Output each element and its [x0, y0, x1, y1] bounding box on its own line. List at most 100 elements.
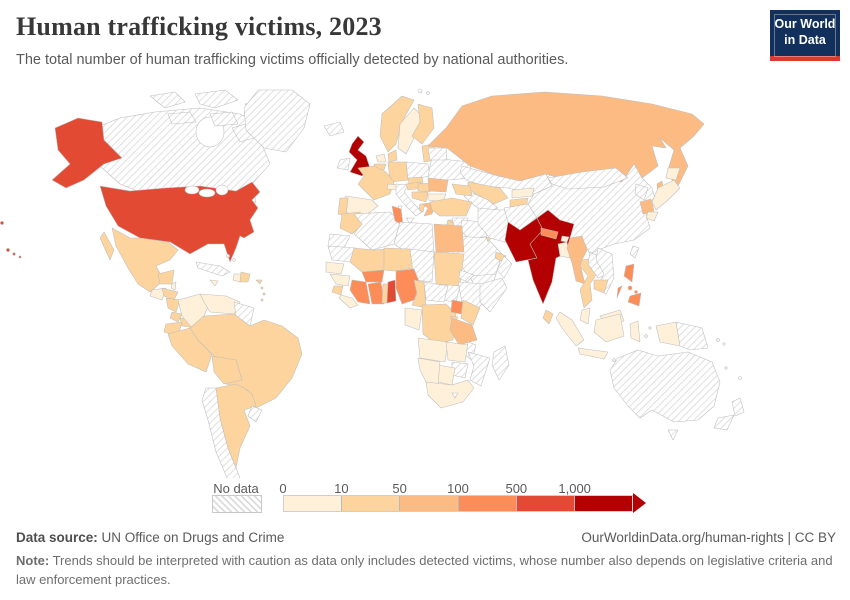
country-guatemala[interactable] — [149, 287, 167, 301]
country-mozambique[interactable] — [467, 351, 491, 387]
country-botswana[interactable] — [437, 364, 456, 386]
country-mexico-yucatan[interactable] — [157, 269, 175, 285]
country-libya[interactable] — [393, 221, 435, 253]
country-kuwait[interactable] — [485, 236, 492, 243]
country-north-korea[interactable] — [634, 183, 649, 201]
country-philippines-mindanao[interactable] — [627, 292, 642, 307]
country-new-zealand-north[interactable] — [731, 397, 745, 417]
country-germany[interactable] — [387, 161, 409, 183]
country-pacific-islands[interactable] — [722, 342, 726, 346]
country-indonesia-lesser-sunda[interactable] — [612, 358, 616, 362]
country-philippines-visayas[interactable] — [627, 285, 633, 291]
country-indonesia-java[interactable] — [577, 347, 609, 360]
country-kyrgyzstan[interactable] — [511, 187, 535, 199]
country-benin[interactable] — [386, 279, 397, 304]
country-sierra-leone[interactable] — [331, 285, 344, 296]
country-usa-hawaii[interactable] — [12, 252, 16, 256]
country-dominican-republic[interactable] — [239, 271, 251, 283]
country-japan-hokkaido[interactable] — [665, 167, 681, 181]
country-angola[interactable] — [417, 337, 449, 363]
country-india[interactable] — [527, 209, 579, 305]
country-haiti[interactable] — [232, 273, 242, 283]
country-australia-tasmania[interactable] — [667, 429, 679, 441]
country-zambia[interactable] — [445, 341, 469, 363]
country-ghana[interactable] — [367, 281, 385, 305]
country-western-sahara[interactable] — [327, 233, 351, 249]
country-pacific-islands[interactable] — [724, 366, 728, 370]
country-kenya[interactable] — [460, 299, 481, 326]
country-canada-island[interactable] — [194, 89, 239, 109]
country-mali[interactable] — [349, 247, 389, 273]
country-caucasus[interactable] — [451, 183, 473, 197]
country-oman[interactable] — [496, 255, 513, 279]
country-liberia[interactable] — [338, 294, 359, 309]
country-cambodia[interactable] — [593, 279, 609, 294]
country-indonesia-maluku[interactable] — [644, 334, 648, 338]
legend-color-bar[interactable] — [283, 495, 633, 512]
country-namibia[interactable] — [417, 357, 441, 386]
country-japan-honshu[interactable] — [651, 179, 681, 211]
country-bolivia[interactable] — [211, 355, 243, 385]
country-puerto-rico[interactable] — [255, 279, 263, 285]
country-canada-island[interactable] — [209, 111, 239, 127]
country-philippines-visayas[interactable] — [634, 290, 638, 294]
country-italy-sicily[interactable] — [405, 217, 415, 225]
country-lesotho[interactable] — [451, 392, 459, 399]
country-nicaragua[interactable] — [165, 297, 181, 313]
country-uruguay[interactable] — [247, 405, 263, 423]
country-philippines-palawan[interactable] — [616, 285, 623, 299]
country-turkey[interactable] — [429, 197, 473, 217]
country-taiwan[interactable] — [629, 245, 640, 259]
country-uganda[interactable] — [450, 299, 464, 315]
country-somalia[interactable] — [479, 277, 508, 313]
country-indonesia-maluku[interactable] — [648, 326, 652, 330]
country-italy[interactable] — [395, 183, 423, 217]
country-central-african-republic[interactable] — [423, 281, 449, 303]
owid-link[interactable]: OurWorldinData.org/human-rights | CC BY — [581, 530, 836, 545]
country-nepal[interactable] — [540, 227, 559, 240]
country-eritrea[interactable] — [458, 269, 475, 283]
country-finland[interactable] — [411, 103, 435, 145]
country-sweden[interactable] — [397, 107, 423, 155]
country-romania[interactable] — [427, 177, 449, 193]
country-south-korea[interactable] — [639, 198, 655, 215]
country-mexico-baja[interactable] — [99, 231, 115, 261]
country-lesser-antilles[interactable] — [262, 292, 266, 296]
country-svalbard[interactable] — [426, 91, 430, 95]
country-jamaica[interactable] — [209, 279, 219, 287]
country-brazil[interactable] — [189, 313, 303, 409]
country-bahamas[interactable] — [232, 258, 236, 262]
country-usa-alaska[interactable] — [51, 117, 123, 189]
country-malaysia[interactable] — [579, 307, 591, 325]
country-svalbard[interactable] — [417, 88, 423, 94]
country-honduras[interactable] — [161, 287, 179, 301]
legend-no-data-swatch[interactable] — [212, 495, 262, 513]
country-guinea[interactable] — [329, 273, 351, 287]
country-usa-aleutians[interactable] — [0, 221, 4, 225]
country-drc[interactable] — [421, 303, 457, 345]
country-ivory-coast[interactable] — [349, 279, 371, 305]
country-lesser-antilles[interactable] — [260, 286, 264, 290]
country-mongolia[interactable] — [547, 167, 629, 190]
country-new-zealand-south[interactable] — [713, 414, 735, 431]
country-usa-hawaii[interactable] — [6, 248, 10, 252]
country-burkina-faso[interactable] — [361, 269, 385, 283]
country-bahamas[interactable] — [226, 254, 230, 258]
country-bangladesh[interactable] — [557, 241, 571, 259]
country-canada-island[interactable] — [167, 111, 197, 125]
country-indonesia-sulawesi[interactable] — [629, 320, 641, 343]
country-lesser-antilles[interactable] — [260, 298, 264, 302]
country-usa-hawaii[interactable] — [18, 255, 22, 259]
country-denmark[interactable] — [387, 149, 398, 163]
country-gabon-congo[interactable] — [404, 307, 423, 331]
country-south-africa[interactable] — [425, 379, 475, 409]
country-japan-kyushu[interactable] — [645, 211, 659, 222]
country-australia[interactable] — [609, 349, 721, 423]
country-indonesia-sumatra[interactable] — [555, 311, 585, 347]
country-indonesia-kalimantan[interactable] — [593, 313, 625, 343]
country-ireland[interactable] — [336, 157, 351, 171]
owid-logo[interactable]: Our World in Data — [770, 10, 840, 61]
country-iceland[interactable] — [323, 121, 345, 137]
country-sri-lanka[interactable] — [542, 309, 554, 325]
country-greenland[interactable] — [243, 89, 311, 153]
